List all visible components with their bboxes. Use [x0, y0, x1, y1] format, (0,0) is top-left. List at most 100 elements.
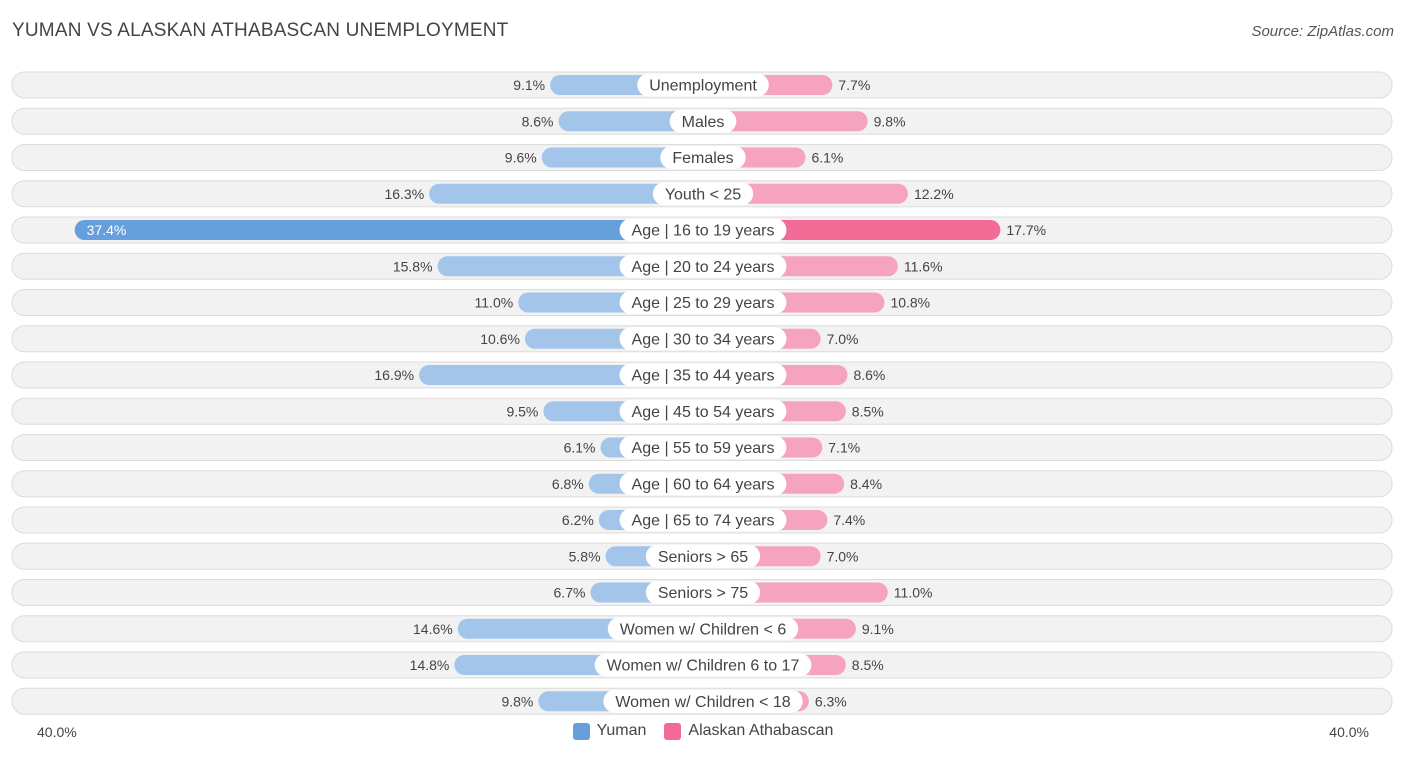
- category-pill: [652, 182, 754, 206]
- chart-row: 14.8% 8.5% Women w/ Children 6 to 17: [11, 651, 1393, 679]
- chart-row: 15.8% 11.6% Age | 20 to 24 years: [11, 252, 1393, 280]
- chart-row: 9.5% 8.5% Age | 45 to 54 years: [11, 397, 1393, 425]
- category-pill: [619, 508, 787, 532]
- value-label-yuman: 6.2%: [562, 512, 594, 528]
- bar-alaskan-athabascan[interactable]: [703, 183, 908, 204]
- category-label: Age | 25 to 29 years: [632, 295, 775, 312]
- category-pill: [669, 109, 737, 133]
- value-label-yuman: 9.1%: [513, 77, 545, 93]
- value-label-yuman: 9.6%: [505, 150, 537, 166]
- category-pill: [619, 291, 787, 314]
- category-label: Youth < 25: [665, 186, 741, 203]
- chart-title: YUMAN VS ALASKAN ATHABASCAN UNEMPLOYMENT: [12, 20, 509, 41]
- chart-row: 6.1% 7.1% Age | 55 to 59 years: [11, 434, 1393, 461]
- chart-row: 8.6% 9.8% Males: [11, 107, 1393, 135]
- value-label-yuman: 6.7%: [554, 585, 586, 601]
- category-pill: [607, 617, 799, 641]
- value-label-alaskan-athabascan: 7.7%: [838, 77, 870, 93]
- category-label: Unemployment: [649, 78, 757, 95]
- value-label-yuman: 14.6%: [413, 621, 453, 637]
- legend-label-alaskan-athabascan: Alaskan Athabascan: [688, 722, 834, 739]
- value-label-alaskan-athabascan: 7.4%: [833, 512, 865, 528]
- category-pill: [619, 254, 787, 278]
- value-label-yuman: 16.9%: [374, 367, 414, 383]
- bar-alaskan-athabascan[interactable]: [703, 111, 868, 132]
- category-label: Seniors > 75: [658, 585, 748, 602]
- category-pill: [637, 73, 769, 97]
- category-pill: [594, 653, 812, 677]
- value-label-yuman: 37.4%: [87, 222, 127, 238]
- axis-right-label: 40.0%: [1329, 724, 1369, 740]
- chart-row: 14.6% 9.1% Women w/ Children < 6: [11, 615, 1393, 643]
- chart-row: 6.8% 8.4% Age | 60 to 64 years: [11, 470, 1393, 498]
- value-label-yuman: 15.8%: [393, 258, 433, 274]
- value-label-alaskan-athabascan: 7.1%: [828, 440, 860, 456]
- category-label: Age | 16 to 19 years: [632, 223, 775, 240]
- legend-item-yuman[interactable]: Yuman: [572, 722, 647, 740]
- category-pill: [619, 436, 787, 459]
- bar-yuman[interactable]: [74, 220, 704, 240]
- value-label-yuman: 10.6%: [480, 331, 520, 347]
- category-label: Women w/ Children 6 to 17: [607, 658, 800, 675]
- value-label-alaskan-athabascan: 8.6%: [853, 367, 885, 383]
- category-pill: [619, 363, 787, 387]
- chart-row: 16.9% 8.6% Age | 35 to 44 years: [11, 361, 1393, 389]
- chart-row: 9.1% 7.7% Unemployment: [11, 71, 1393, 99]
- category-label: Females: [672, 150, 733, 167]
- value-label-alaskan-athabascan: 11.6%: [904, 258, 943, 274]
- value-label-alaskan-athabascan: 8.4%: [850, 476, 882, 492]
- chart-row: 6.2% 7.4% Age | 65 to 74 years: [11, 506, 1393, 534]
- value-label-yuman: 11.0%: [475, 295, 514, 311]
- category-pill: [619, 399, 787, 423]
- category-pill: [660, 146, 746, 169]
- value-label-alaskan-athabascan: 17.7%: [1006, 222, 1046, 238]
- value-label-yuman: 14.8%: [410, 657, 450, 673]
- chart-row: 9.8% 6.3% Women w/ Children < 18: [11, 687, 1393, 715]
- category-label: Age | 45 to 54 years: [632, 404, 775, 421]
- category-pill: [603, 689, 803, 713]
- category-pill: [645, 544, 761, 568]
- value-label-yuman: 5.8%: [569, 548, 601, 564]
- category-label: Seniors > 65: [658, 549, 748, 566]
- category-label: Age | 55 to 59 years: [632, 440, 775, 457]
- value-label-alaskan-athabascan: 7.0%: [827, 548, 859, 564]
- category-pill: [619, 327, 787, 351]
- legend-swatch-yuman: [572, 722, 590, 740]
- chart-legend: Yuman Alaskan Athabascan: [0, 722, 1406, 740]
- chart-row: 9.6% 6.1% Females: [11, 144, 1393, 171]
- chart-row: 11.0% 10.8% Age | 25 to 29 years: [11, 289, 1393, 316]
- value-label-alaskan-athabascan: 6.3%: [815, 693, 847, 709]
- bar-yuman[interactable]: [558, 111, 703, 132]
- legend-label-yuman: Yuman: [596, 722, 647, 739]
- category-pill: [619, 472, 787, 496]
- value-label-alaskan-athabascan: 8.5%: [852, 657, 884, 673]
- bar-yuman[interactable]: [429, 183, 703, 204]
- legend-swatch-alaskan-athabascan: [664, 722, 682, 740]
- chart-row: 6.7% 11.0% Seniors > 75: [11, 579, 1393, 606]
- category-label: Age | 35 to 44 years: [632, 368, 775, 385]
- chart-row: 16.3% 12.2% Youth < 25: [11, 180, 1393, 208]
- category-label: Age | 65 to 74 years: [632, 513, 775, 530]
- category-label: Age | 60 to 64 years: [632, 476, 775, 493]
- value-label-yuman: 6.1%: [564, 440, 596, 456]
- legend-item-alaskan-athabascan[interactable]: Alaskan Athabascan: [664, 722, 833, 740]
- value-label-yuman: 9.5%: [506, 403, 538, 419]
- value-label-yuman: 6.8%: [552, 476, 584, 492]
- value-label-yuman: 16.3%: [384, 186, 424, 202]
- value-label-alaskan-athabascan: 10.8%: [890, 295, 930, 311]
- value-label-alaskan-athabascan: 12.2%: [914, 186, 954, 202]
- value-label-alaskan-athabascan: 11.0%: [894, 585, 933, 601]
- chart-row: 10.6% 7.0% Age | 30 to 34 years: [11, 325, 1393, 353]
- category-label: Age | 20 to 24 years: [632, 259, 775, 276]
- value-label-alaskan-athabascan: 9.8%: [874, 113, 906, 129]
- value-label-yuman: 8.6%: [522, 113, 554, 129]
- category-label: Women w/ Children < 6: [620, 621, 787, 638]
- value-label-alaskan-athabascan: 8.5%: [852, 403, 884, 419]
- category-label: Males: [682, 114, 725, 131]
- category-pill: [619, 218, 787, 242]
- category-label: Women w/ Children < 18: [615, 694, 790, 711]
- chart-row: 37.4% 17.7% Age | 16 to 19 years: [11, 216, 1393, 244]
- value-label-yuman: 9.8%: [501, 693, 533, 709]
- value-label-alaskan-athabascan: 9.1%: [862, 621, 894, 637]
